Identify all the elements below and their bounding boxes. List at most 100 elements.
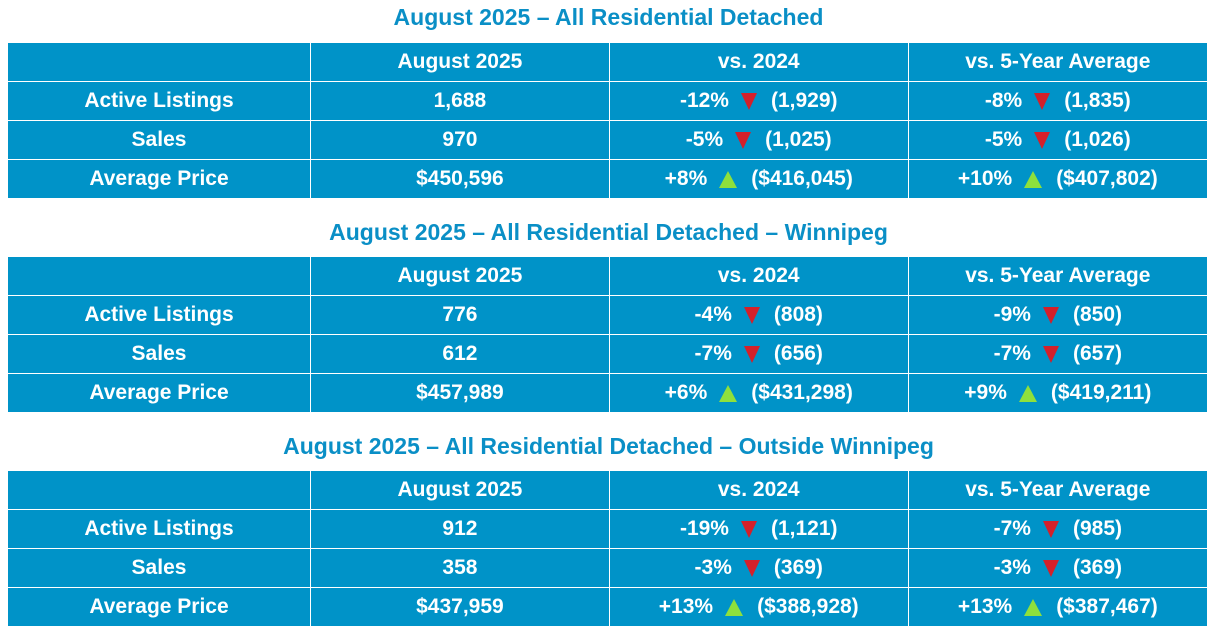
percent-change: +9% <box>964 381 1007 404</box>
down-triangle-icon <box>740 92 757 110</box>
stats-table: August 2025 vs. 2024 vs. 5-Year Average Act… <box>8 43 1207 198</box>
vs5yr-cell: -5% (1,026) <box>907 120 1207 160</box>
header-row: August 2025 vs. 2024 vs. 5-Year Average <box>8 257 1207 296</box>
table-row: Average Price $457,989 +6% ($431,298) +9% ($4… <box>8 373 1207 412</box>
previous-value: (369) <box>1072 556 1123 579</box>
previous-value: (657) <box>1072 342 1123 365</box>
vs2024-cell: +13% ($388,928) <box>608 587 909 626</box>
up-triangle-icon <box>1024 170 1043 188</box>
down-triangle-icon <box>1042 306 1059 324</box>
stats-table: August 2025 vs. 2024 vs. 5-Year Average Act… <box>8 257 1207 412</box>
percent-change: -3% <box>993 556 1031 579</box>
percent-change: +13% <box>957 595 1013 618</box>
current-value: 776 <box>310 295 610 335</box>
table-row: Average Price $437,959 +13% ($388,928) +13% (… <box>8 587 1207 626</box>
down-triangle-icon <box>743 345 760 363</box>
up-triangle-icon <box>1018 384 1037 402</box>
current-value: 1,688 <box>310 81 610 121</box>
table-row: Active Listings 776 -4% (808) -9% (850) <box>8 295 1207 335</box>
row-label: Active Listings <box>8 81 311 121</box>
previous-value: (656) <box>773 342 823 365</box>
previous-value: (985) <box>1072 517 1123 540</box>
percent-change: +6% <box>664 381 708 404</box>
current-value: $457,989 <box>310 373 610 412</box>
previous-value: (1,121) <box>770 517 838 540</box>
vs2024-cell: -12% (1,929) <box>608 81 909 121</box>
vs5yr-cell: -9% (850) <box>907 295 1207 335</box>
vs5yr-cell: -3% (369) <box>907 548 1207 588</box>
column-header <box>8 43 311 82</box>
vs2024-cell: -3% (369) <box>608 548 909 588</box>
percent-change: -7% <box>694 342 732 365</box>
row-label: Average Price <box>8 159 311 198</box>
percent-change: -3% <box>694 556 732 579</box>
section-title: August 2025 – All Residential Detached –… <box>283 433 934 459</box>
row-label: Average Price <box>8 373 311 412</box>
table-row: Active Listings 912 -19% (1,121) -7% (985) <box>8 509 1207 549</box>
previous-value: (1,026) <box>1064 128 1131 151</box>
previous-value: (808) <box>773 303 823 326</box>
section-title: August 2025 – All Residential Detached –… <box>329 219 888 245</box>
vs5yr-cell: -7% (657) <box>907 334 1207 374</box>
table-row: Sales 970 -5% (1,025) -5% (1,026) <box>8 120 1207 160</box>
column-header: August 2025 <box>310 471 610 510</box>
current-value: $450,596 <box>310 159 610 198</box>
percent-change: -5% <box>984 128 1023 151</box>
down-triangle-icon <box>740 520 757 538</box>
previous-value: ($416,045) <box>751 167 853 190</box>
percent-change: -5% <box>685 128 724 151</box>
section-title: August 2025 – All Residential Detached <box>393 4 824 30</box>
previous-value: (1,025) <box>765 128 832 151</box>
percent-change: +13% <box>658 595 714 618</box>
percent-change: -7% <box>993 517 1031 540</box>
table-row: Sales 358 -3% (369) -3% (369) <box>8 548 1207 588</box>
percent-change: -4% <box>694 303 732 326</box>
column-header: vs. 5-Year Average <box>907 257 1207 296</box>
column-header: vs. 2024 <box>608 43 909 82</box>
down-triangle-icon <box>1034 131 1051 149</box>
percent-change: +8% <box>664 167 708 190</box>
column-header: vs. 5-Year Average <box>907 471 1207 510</box>
percent-change: -19% <box>679 517 729 540</box>
percent-change: -7% <box>993 342 1031 365</box>
row-label: Average Price <box>8 587 311 626</box>
column-header <box>8 257 311 296</box>
header-row: August 2025 vs. 2024 vs. 5-Year Average <box>8 471 1207 510</box>
previous-value: ($419,211) <box>1050 381 1152 404</box>
current-value: 358 <box>310 548 610 588</box>
down-triangle-icon <box>1042 520 1059 538</box>
percent-change: -12% <box>679 89 729 112</box>
vs5yr-cell: +9% ($419,211) <box>907 373 1207 412</box>
down-triangle-icon <box>1042 559 1059 577</box>
table-row: Average Price $450,596 +8% ($416,045) +10% ($… <box>8 159 1207 198</box>
vs5yr-cell: -7% (985) <box>907 509 1207 549</box>
previous-value: ($431,298) <box>751 381 853 404</box>
vs2024-cell: +8% ($416,045) <box>608 159 909 198</box>
current-value: $437,959 <box>310 587 610 626</box>
previous-value: (1,835) <box>1064 89 1131 112</box>
row-label: Active Listings <box>8 509 311 549</box>
column-header: August 2025 <box>310 257 610 296</box>
table-row: Sales 612 -7% (656) -7% (657) <box>8 334 1207 374</box>
column-header <box>8 471 311 510</box>
previous-value: (1,929) <box>770 89 838 112</box>
vs5yr-cell: +10% ($407,802) <box>907 159 1207 198</box>
stats-table: August 2025 vs. 2024 vs. 5-Year Average Act… <box>8 471 1207 626</box>
current-value: 612 <box>310 334 610 374</box>
up-triangle-icon <box>719 384 738 402</box>
header-row: August 2025 vs. 2024 vs. 5-Year Average <box>8 43 1207 82</box>
percent-change: -8% <box>984 89 1023 112</box>
column-header: vs. 2024 <box>608 471 909 510</box>
column-header: vs. 2024 <box>608 257 909 296</box>
previous-value: (850) <box>1072 303 1123 326</box>
percent-change: +10% <box>957 167 1013 190</box>
percent-change: -9% <box>993 303 1031 326</box>
column-header: vs. 5-Year Average <box>907 43 1207 82</box>
down-triangle-icon <box>1034 92 1051 110</box>
down-triangle-icon <box>1042 345 1059 363</box>
current-value: 970 <box>310 120 610 160</box>
previous-value: ($387,467) <box>1056 595 1158 618</box>
previous-value: (369) <box>773 556 823 579</box>
row-label: Active Listings <box>8 295 311 335</box>
previous-value: ($407,802) <box>1056 167 1158 190</box>
